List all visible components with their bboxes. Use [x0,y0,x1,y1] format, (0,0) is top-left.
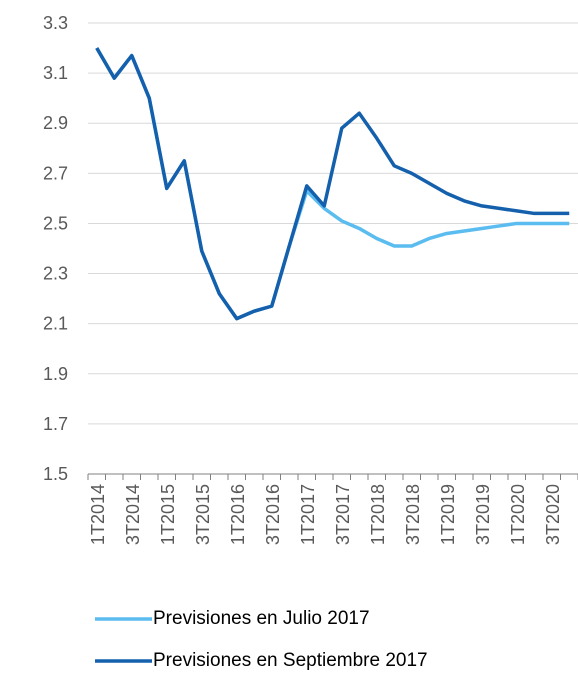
y-tick-label: 1.9 [43,364,68,384]
x-tick-label: 1T2019 [438,484,458,545]
x-tick-label: 3T2018 [403,484,423,545]
series-line [95,47,570,321]
x-tick-label: 3T2016 [263,484,283,545]
legend-label: Previsiones en Julio 2017 [153,608,370,629]
y-tick-label: 1.7 [43,414,68,434]
y-tick-label: 2.1 [43,314,68,334]
x-tick-label: 3T2014 [123,484,143,545]
x-tick-label: 1T2015 [158,484,178,545]
x-tick-label: 3T2015 [193,484,213,545]
y-tick-label: 2.9 [43,113,68,133]
x-tick-label: 3T2019 [473,484,493,545]
x-tick-label: 1T2017 [298,484,318,545]
x-tick-label: 1T2020 [508,484,528,545]
y-tick-label: 3.1 [43,63,68,83]
y-tick-label: 2.3 [43,264,68,284]
x-tick-label: 1T2014 [88,484,108,545]
legend-label: Previsiones en Septiembre 2017 [153,650,428,671]
x-tick-label: 1T2018 [368,484,388,545]
x-tick-label: 3T2017 [333,484,353,545]
y-tick-label: 3.3 [43,13,68,33]
y-tick-label: 2.5 [43,213,68,233]
x-tick-label: 1T2016 [228,484,248,545]
y-tick-label: 2.7 [43,163,68,183]
series-line [95,47,570,321]
y-tick-label: 1.5 [43,464,68,484]
x-tick-label: 3T2020 [543,484,563,545]
